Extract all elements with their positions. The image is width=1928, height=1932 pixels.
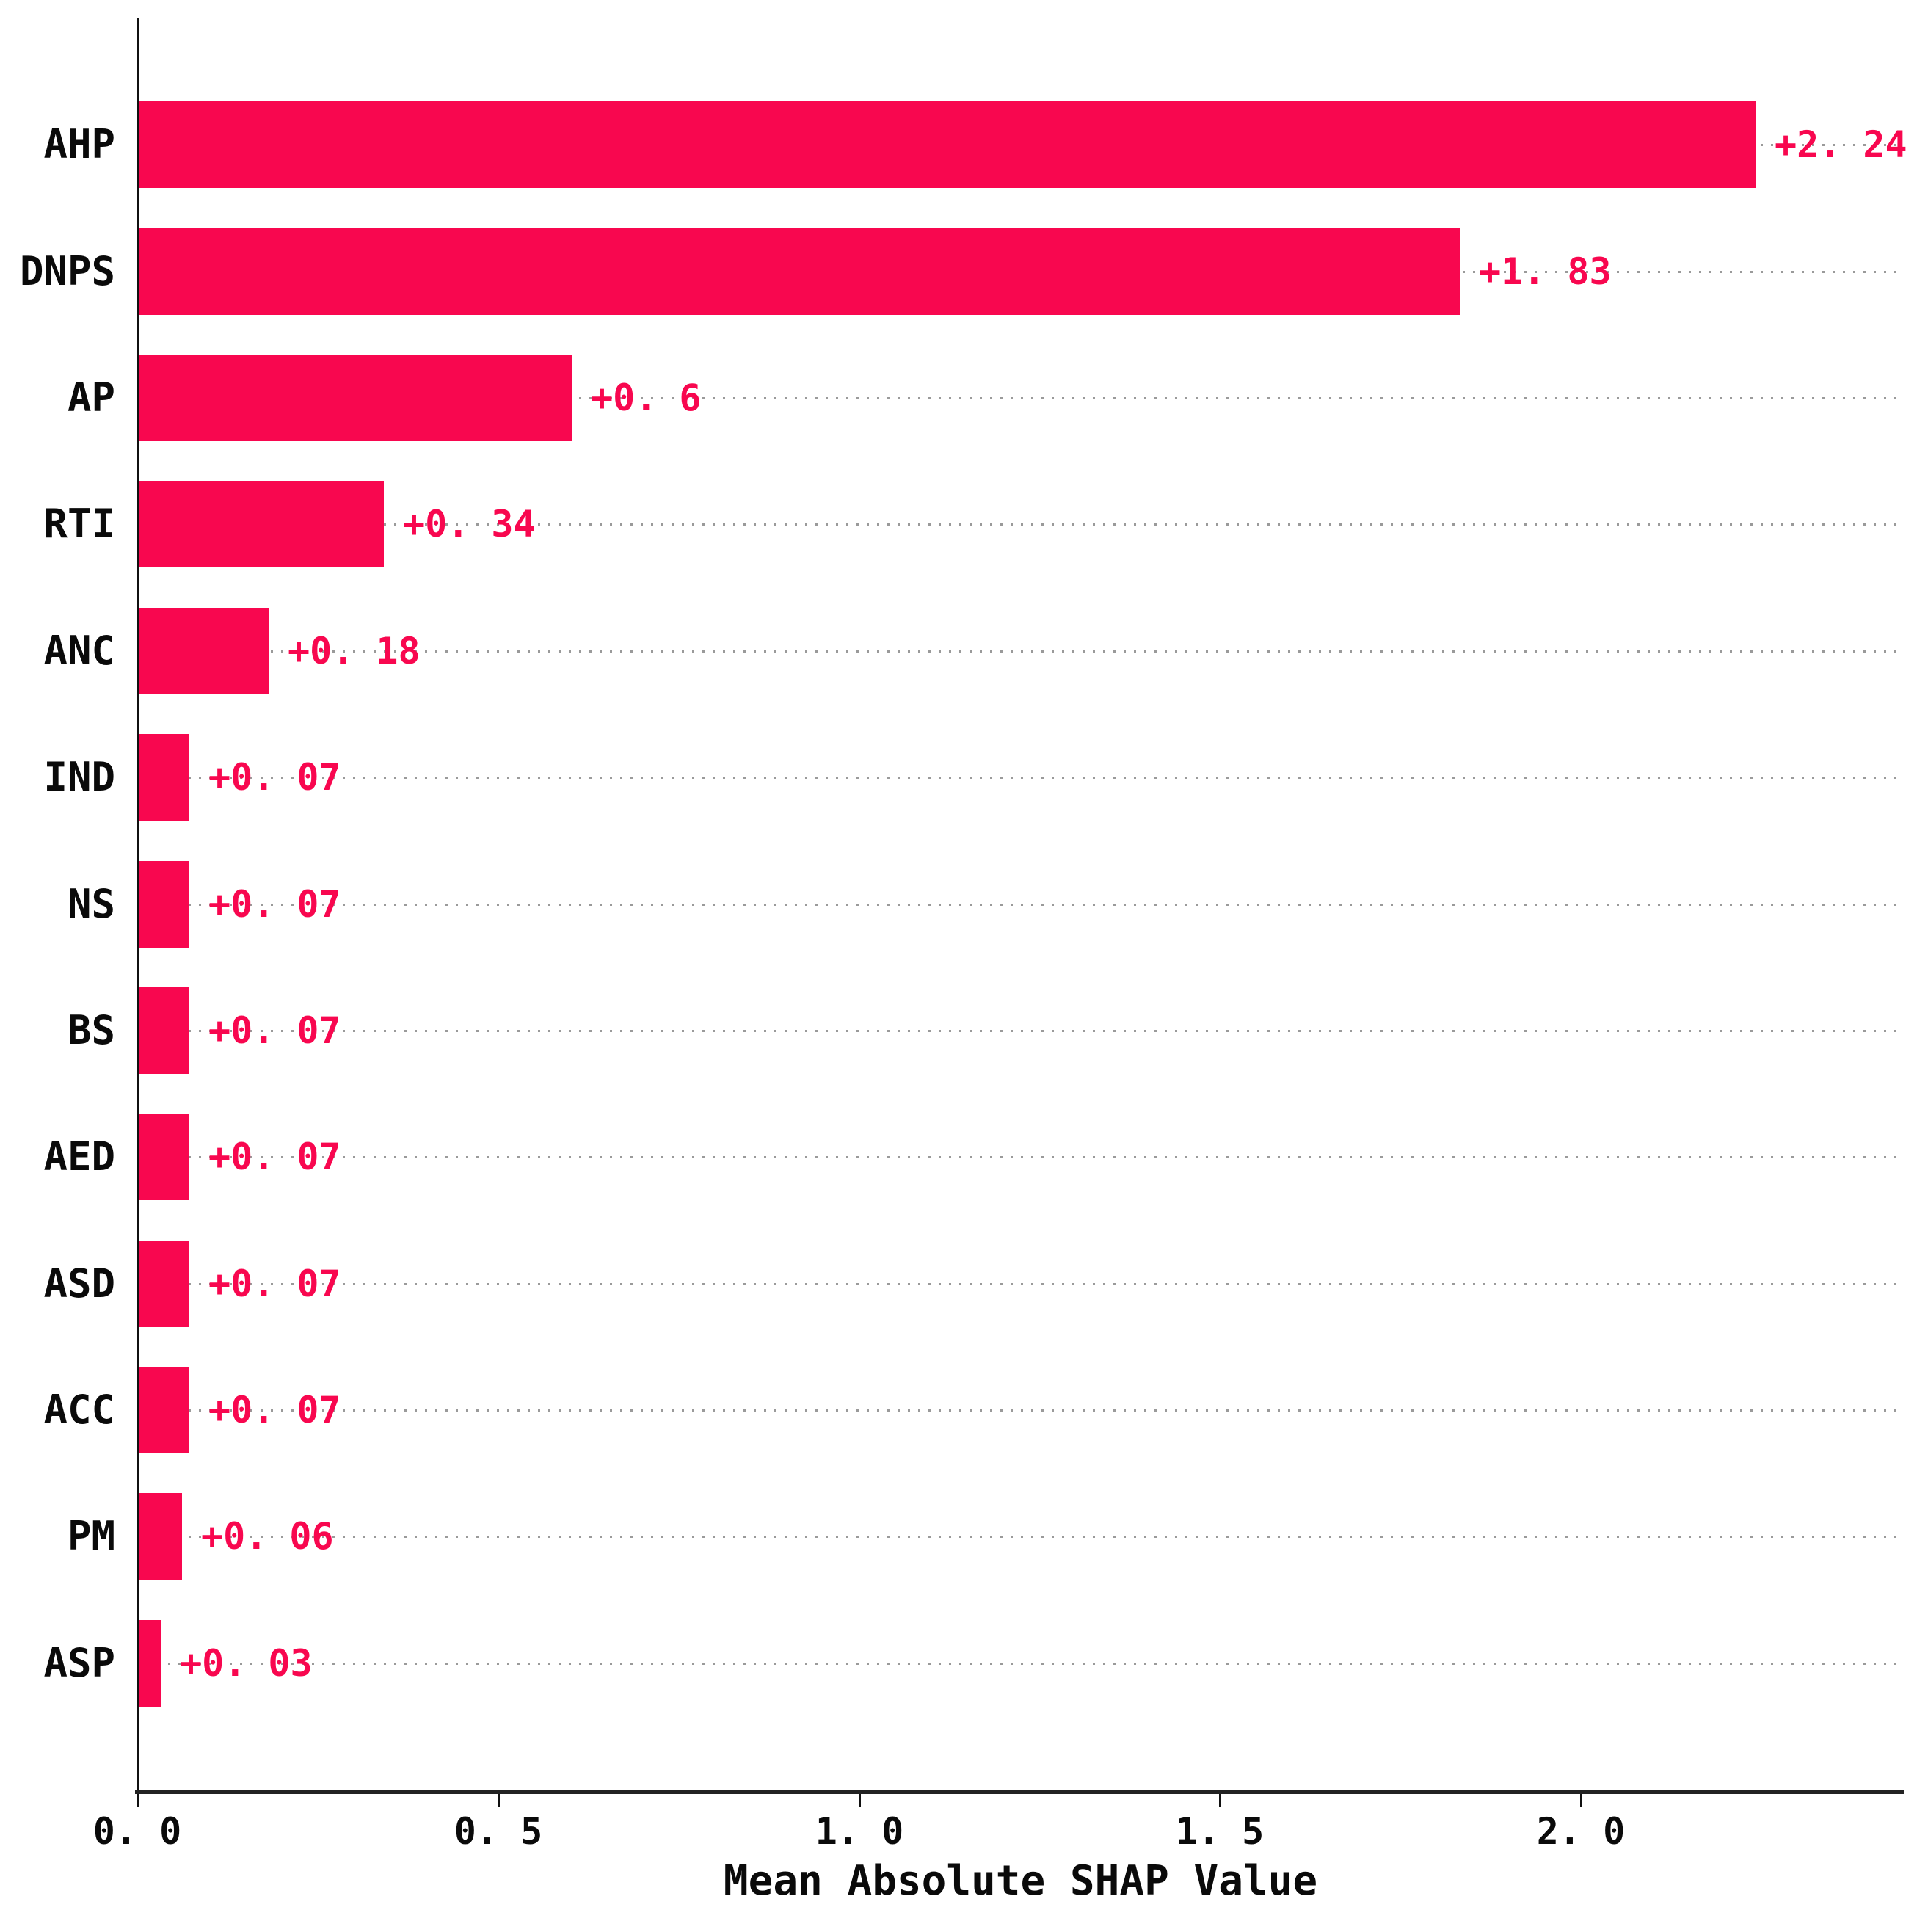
bar <box>139 355 572 441</box>
x-tick <box>859 1794 861 1807</box>
bar <box>139 987 189 1074</box>
bar-value-label: +0. 34 <box>403 503 536 545</box>
category-label: BS <box>67 1007 115 1053</box>
bar-value-label: +0. 06 <box>201 1515 334 1558</box>
category-label: IND <box>43 754 115 800</box>
bar <box>139 608 269 694</box>
category-label: PM <box>67 1513 115 1559</box>
bar-value-label: +0. 6 <box>591 377 702 419</box>
gridline <box>137 1409 1904 1412</box>
category-label: DNPS <box>19 248 115 294</box>
gridline <box>137 903 1904 906</box>
x-tick-label: 1. 0 <box>815 1810 904 1853</box>
bar-value-label: +2. 24 <box>1775 123 1907 166</box>
bar-value-label: +0. 07 <box>208 883 341 926</box>
x-tick-label: 2. 0 <box>1536 1810 1626 1853</box>
x-axis-title: Mean Absolute SHAP Value <box>723 1857 1318 1905</box>
bar-value-label: +0. 07 <box>208 1389 341 1431</box>
bar <box>139 481 384 567</box>
x-axis-line <box>135 1790 1904 1794</box>
category-label: NS <box>67 881 115 927</box>
bar <box>139 861 189 948</box>
x-tick-label: 0. 0 <box>92 1810 182 1853</box>
gridline <box>137 650 1904 653</box>
category-label: ASP <box>43 1640 115 1686</box>
gridline <box>137 1282 1904 1285</box>
bar <box>139 228 1460 315</box>
bar-value-label: +0. 03 <box>180 1642 313 1685</box>
gridline <box>137 1662 1904 1665</box>
gridline <box>137 397 1904 400</box>
category-label: ACC <box>43 1387 115 1433</box>
bar <box>139 1620 161 1707</box>
bar <box>139 734 189 821</box>
gridline <box>137 1536 1904 1539</box>
x-tick-label: 0. 5 <box>454 1810 543 1853</box>
bar <box>139 1367 189 1453</box>
category-label: AHP <box>43 121 115 167</box>
bar <box>139 1114 189 1200</box>
gridline <box>137 523 1904 526</box>
category-label: AED <box>43 1133 115 1180</box>
bar-value-label: +0. 07 <box>208 756 341 799</box>
bar <box>139 101 1756 188</box>
gridline <box>137 777 1904 780</box>
category-label: ASD <box>43 1260 115 1307</box>
bar-value-label: +0. 07 <box>208 1009 341 1052</box>
x-tick <box>1219 1794 1221 1807</box>
y-axis-line <box>137 18 139 1790</box>
bar-value-label: +1. 83 <box>1479 250 1612 293</box>
bar-value-label: +0. 07 <box>208 1263 341 1305</box>
bar <box>139 1493 182 1580</box>
x-tick <box>498 1794 500 1807</box>
x-tick-label: 1. 5 <box>1175 1810 1265 1853</box>
gridline <box>137 1156 1904 1159</box>
bar <box>139 1241 189 1327</box>
bar-value-label: +0. 18 <box>288 630 421 672</box>
gridline <box>137 1029 1904 1032</box>
category-label: RTI <box>43 501 115 547</box>
category-label: AP <box>67 374 115 421</box>
x-tick <box>137 1794 139 1807</box>
bar-value-label: +0. 07 <box>208 1136 341 1178</box>
x-tick <box>1580 1794 1582 1807</box>
category-label: ANC <box>43 628 115 674</box>
